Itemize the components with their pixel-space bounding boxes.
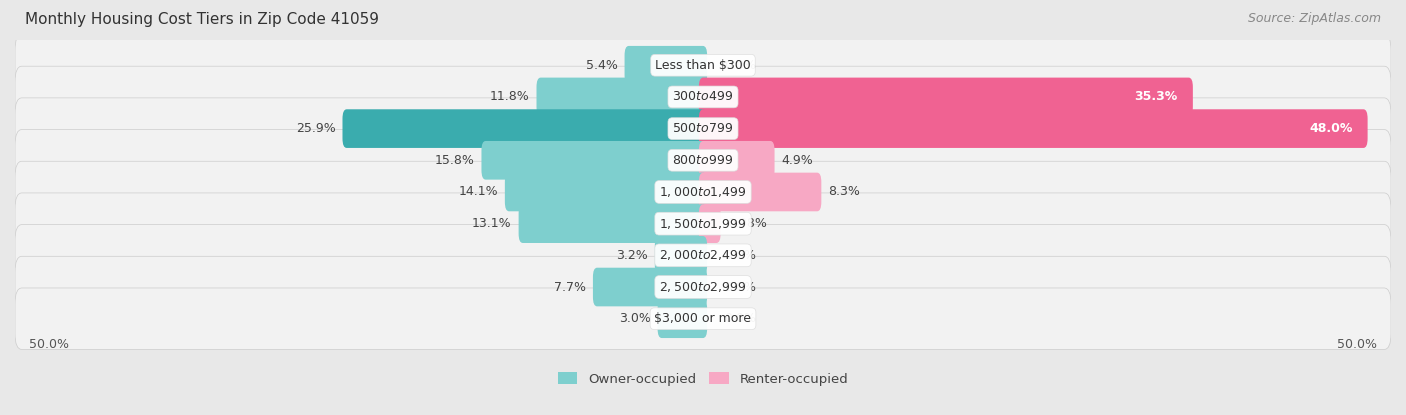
Text: $2,000 to $2,499: $2,000 to $2,499 — [659, 248, 747, 262]
Text: 3.2%: 3.2% — [616, 249, 648, 262]
Text: 5.4%: 5.4% — [586, 59, 617, 72]
Text: $3,000 or more: $3,000 or more — [655, 312, 751, 325]
FancyBboxPatch shape — [658, 299, 707, 338]
Text: $1,000 to $1,499: $1,000 to $1,499 — [659, 185, 747, 199]
FancyBboxPatch shape — [15, 225, 1391, 286]
Text: 13.1%: 13.1% — [472, 217, 512, 230]
FancyBboxPatch shape — [15, 34, 1391, 96]
FancyBboxPatch shape — [15, 66, 1391, 128]
FancyBboxPatch shape — [699, 78, 1192, 116]
FancyBboxPatch shape — [343, 109, 707, 148]
Text: 50.0%: 50.0% — [1337, 338, 1378, 351]
Text: 4.9%: 4.9% — [782, 154, 813, 167]
FancyBboxPatch shape — [15, 193, 1391, 254]
Text: Less than $300: Less than $300 — [655, 59, 751, 72]
Text: 0.0%: 0.0% — [724, 312, 755, 325]
FancyBboxPatch shape — [699, 109, 1368, 148]
Text: 50.0%: 50.0% — [28, 338, 69, 351]
Text: 0.0%: 0.0% — [724, 249, 755, 262]
FancyBboxPatch shape — [519, 204, 707, 243]
Text: $2,500 to $2,999: $2,500 to $2,999 — [659, 280, 747, 294]
FancyBboxPatch shape — [481, 141, 707, 180]
Text: 7.7%: 7.7% — [554, 281, 586, 293]
Text: Monthly Housing Cost Tiers in Zip Code 41059: Monthly Housing Cost Tiers in Zip Code 4… — [25, 12, 380, 27]
Text: 25.9%: 25.9% — [295, 122, 336, 135]
Text: 35.3%: 35.3% — [1135, 90, 1178, 103]
Text: 14.1%: 14.1% — [458, 186, 498, 198]
FancyBboxPatch shape — [15, 288, 1391, 349]
FancyBboxPatch shape — [505, 173, 707, 211]
FancyBboxPatch shape — [655, 236, 707, 275]
FancyBboxPatch shape — [15, 98, 1391, 159]
FancyBboxPatch shape — [15, 256, 1391, 318]
Text: 3.0%: 3.0% — [619, 312, 651, 325]
FancyBboxPatch shape — [624, 46, 707, 85]
Text: $1,500 to $1,999: $1,500 to $1,999 — [659, 217, 747, 231]
FancyBboxPatch shape — [699, 173, 821, 211]
FancyBboxPatch shape — [15, 129, 1391, 191]
Text: 48.0%: 48.0% — [1309, 122, 1353, 135]
FancyBboxPatch shape — [593, 268, 707, 306]
Text: 0.0%: 0.0% — [724, 281, 755, 293]
Text: $300 to $499: $300 to $499 — [672, 90, 734, 103]
FancyBboxPatch shape — [699, 141, 775, 180]
Text: 11.8%: 11.8% — [489, 90, 530, 103]
Text: 8.3%: 8.3% — [828, 186, 860, 198]
Text: $500 to $799: $500 to $799 — [672, 122, 734, 135]
Text: 0.98%: 0.98% — [727, 217, 768, 230]
Text: 0.0%: 0.0% — [724, 59, 755, 72]
FancyBboxPatch shape — [537, 78, 707, 116]
Text: 15.8%: 15.8% — [434, 154, 475, 167]
Legend: Owner-occupied, Renter-occupied: Owner-occupied, Renter-occupied — [553, 367, 853, 391]
FancyBboxPatch shape — [15, 161, 1391, 223]
Text: $800 to $999: $800 to $999 — [672, 154, 734, 167]
FancyBboxPatch shape — [699, 204, 721, 243]
Text: Source: ZipAtlas.com: Source: ZipAtlas.com — [1247, 12, 1381, 25]
